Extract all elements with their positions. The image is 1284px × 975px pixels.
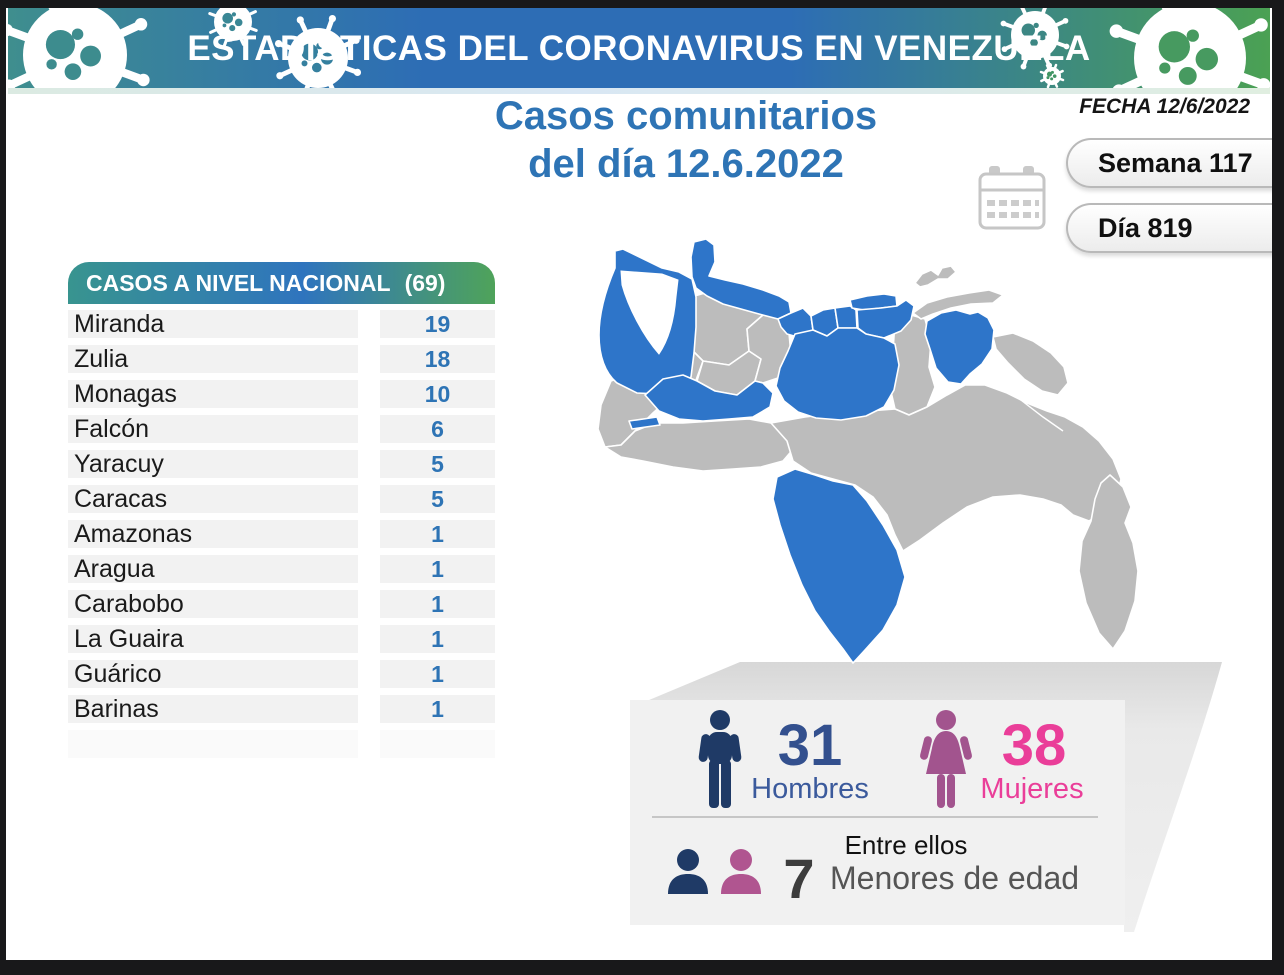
page: ESTADÍSTICAS DEL CORONAVIRUS EN VENEZUEL… bbox=[6, 8, 1272, 960]
table-row: Guárico 1 bbox=[68, 660, 495, 688]
banner-title: ESTADÍSTICAS DEL CORONAVIRUS EN VENEZUEL… bbox=[187, 29, 1091, 68]
virus-icon bbox=[1109, 8, 1270, 88]
table-row: Miranda 19 bbox=[68, 310, 495, 338]
hombres-label: Hombres bbox=[751, 773, 869, 805]
cases-table-rows: Miranda 19 Zulia 18 Monagas 10 Falcón 6 Yaracuy 5… bbox=[68, 310, 495, 758]
table-row-cases: 5 bbox=[380, 485, 495, 513]
table-row: Monagas 10 bbox=[68, 380, 495, 408]
map-state-falcon bbox=[690, 238, 792, 320]
table-row: La Guaira 1 bbox=[68, 625, 495, 653]
girl-bust-icon bbox=[721, 849, 761, 894]
map-state-barinas bbox=[644, 374, 774, 422]
table-row-state: Aragua bbox=[68, 555, 358, 583]
man-icon bbox=[698, 710, 742, 808]
table-row-state: Miranda bbox=[68, 310, 358, 338]
mujeres-label: Mujeres bbox=[980, 773, 1084, 805]
menores-intro: Entre ellos bbox=[844, 830, 968, 860]
table-row-state: Zulia bbox=[68, 345, 358, 373]
table-row-cases: 1 bbox=[380, 555, 495, 583]
hombres-value: 31 bbox=[777, 713, 843, 778]
table-row-empty bbox=[68, 730, 495, 758]
map-state-barinas-sliver bbox=[628, 416, 661, 430]
table-row-cases: 10 bbox=[380, 380, 495, 408]
map-state-monagas bbox=[924, 309, 995, 385]
table-row-state: Monagas bbox=[68, 380, 358, 408]
map-delta-channel bbox=[1004, 366, 1056, 404]
page-title: Casos comunitarios del día 12.6.2022 bbox=[406, 92, 966, 188]
table-row-state: Guárico bbox=[68, 660, 358, 688]
fecha-label: FECHA 12/6/2022 bbox=[1079, 95, 1250, 118]
map-state-guarico bbox=[775, 327, 900, 421]
map-state-bolivar-southeast-lobe bbox=[1078, 474, 1139, 650]
cases-table-title: CASOS A NIVEL NACIONAL bbox=[86, 270, 391, 296]
virus-icon bbox=[8, 8, 150, 88]
map-state-nueva-esparta bbox=[914, 265, 957, 288]
map-state-aragua bbox=[834, 305, 858, 329]
table-row-state: Amazonas bbox=[68, 520, 358, 548]
banner-bottom-strip bbox=[8, 88, 1270, 94]
table-row-cases: 6 bbox=[380, 415, 495, 443]
mujeres-value: 38 bbox=[1001, 713, 1067, 778]
menores-value: 7 bbox=[783, 847, 815, 910]
table-row-state: La Guaira bbox=[68, 625, 358, 653]
stats-divider bbox=[652, 816, 1098, 818]
calendar-icon bbox=[978, 166, 1046, 230]
page-title-line1: Casos comunitarios bbox=[494, 94, 878, 138]
table-row-cases: 1 bbox=[380, 590, 495, 618]
map-state-sucre bbox=[912, 289, 1004, 320]
virus-icon bbox=[1000, 8, 1070, 70]
table-row-cases: 1 bbox=[380, 660, 495, 688]
virus-icon bbox=[274, 14, 362, 88]
cases-table: CASOS A NIVEL NACIONAL (69) Miranda 19 Zuli… bbox=[68, 262, 495, 765]
menores-people-icons bbox=[668, 849, 761, 894]
table-row-state bbox=[68, 730, 358, 758]
dia-badge: Día 819 bbox=[1066, 203, 1272, 253]
table-row: Zulia 18 bbox=[68, 345, 495, 373]
map-delta-channel-2 bbox=[1016, 396, 1064, 432]
virus-decoration-layer bbox=[8, 8, 1270, 88]
table-row-state: Caracas bbox=[68, 485, 358, 513]
header-banner: ESTADÍSTICAS DEL CORONAVIRUS EN VENEZUEL… bbox=[8, 8, 1270, 88]
table-row: Amazonas 1 bbox=[68, 520, 495, 548]
table-row-cases: 18 bbox=[380, 345, 495, 373]
table-row: Carabobo 1 bbox=[68, 590, 495, 618]
table-row: Falcón 6 bbox=[68, 415, 495, 443]
boy-bust-icon bbox=[668, 849, 708, 894]
page-curl-shape bbox=[630, 662, 1222, 932]
virus-icon bbox=[1039, 63, 1065, 88]
table-row: Barinas 1 bbox=[68, 695, 495, 723]
table-row: Aragua 1 bbox=[68, 555, 495, 583]
table-row-state: Barinas bbox=[68, 695, 358, 723]
menores-label: Menores de edad bbox=[830, 860, 1080, 896]
lake-maracaibo bbox=[620, 270, 679, 355]
cases-table-total: (69) bbox=[404, 270, 446, 296]
table-row: Yaracuy 5 bbox=[68, 450, 495, 478]
cases-table-header: CASOS A NIVEL NACIONAL (69) bbox=[68, 262, 495, 304]
page-title-line2: del día 12.6.2022 bbox=[528, 142, 844, 186]
table-row-cases: 1 bbox=[380, 520, 495, 548]
map-state-amazonas bbox=[772, 468, 906, 664]
table-row-cases: 1 bbox=[380, 625, 495, 653]
table-row-state: Carabobo bbox=[68, 590, 358, 618]
semana-badge: Semana 117 bbox=[1066, 138, 1272, 188]
table-row-state: Falcón bbox=[68, 415, 358, 443]
table-row-cases: 5 bbox=[380, 450, 495, 478]
venezuela-map bbox=[597, 238, 1139, 664]
table-row-cases bbox=[380, 730, 495, 758]
map-state-delta-amacuro bbox=[992, 332, 1069, 396]
table-row-state: Yaracuy bbox=[68, 450, 358, 478]
table-row-cases: 1 bbox=[380, 695, 495, 723]
virus-icon bbox=[208, 8, 258, 47]
table-row: Caracas 5 bbox=[68, 485, 495, 513]
woman-icon bbox=[920, 710, 972, 808]
table-row-cases: 19 bbox=[380, 310, 495, 338]
